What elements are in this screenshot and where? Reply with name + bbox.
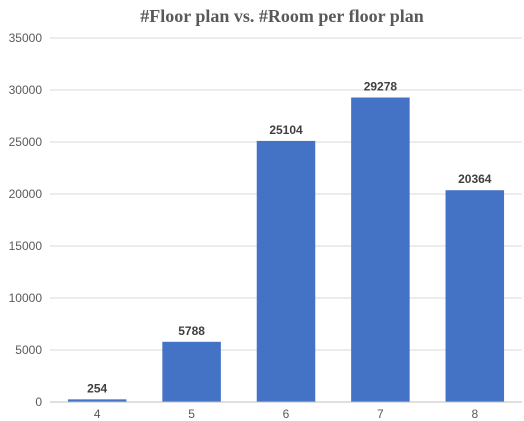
y-tick-label: 5000 [15, 343, 42, 357]
bar-6 [256, 140, 316, 402]
y-tick-label: 35000 [9, 31, 43, 45]
data-labels: 254 5788 25104 29278 20364 [87, 80, 492, 396]
chart-title: #Floor plan vs. #Room per floor plan [140, 6, 424, 26]
x-tick-label: 7 [377, 407, 384, 421]
bars [67, 97, 505, 403]
bar-5 [162, 341, 221, 402]
bar-4 [67, 399, 127, 402]
y-tick-label: 15000 [9, 239, 43, 253]
x-tick-label: 6 [283, 407, 290, 421]
x-tick-label: 8 [471, 407, 478, 421]
y-tick-label: 30000 [9, 83, 43, 97]
x-tick-label: 4 [94, 407, 101, 421]
y-tick-label: 10000 [9, 291, 43, 305]
data-label: 29278 [364, 80, 398, 94]
data-label: 5788 [178, 324, 205, 338]
data-label: 254 [87, 381, 107, 395]
y-tick-label: 0 [35, 395, 42, 409]
y-tick-label: 25000 [9, 135, 43, 149]
data-label: 25104 [269, 123, 303, 137]
x-axis-ticks: 4 5 6 7 8 [94, 407, 479, 421]
data-label: 20364 [458, 172, 492, 186]
bar-8 [445, 190, 505, 402]
bar-7 [351, 97, 410, 403]
x-tick-label: 5 [188, 407, 195, 421]
y-axis-ticks: 0 5000 10000 15000 20000 25000 30000 35000 [9, 31, 43, 409]
y-tick-label: 20000 [9, 187, 43, 201]
